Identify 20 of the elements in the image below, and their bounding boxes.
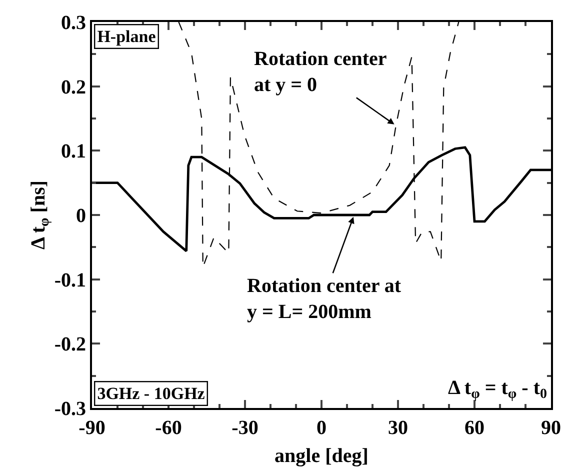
y-tick-label: 0	[76, 205, 86, 227]
x-tick-label: 60	[464, 417, 484, 439]
annotation: Δ t$_{φ}$ = t$_{φ}$ - t$_{0}$	[448, 377, 547, 402]
x-tick-label: -90	[78, 417, 106, 439]
x-axis-title: angle [deg]	[274, 445, 368, 467]
x-tick-label: -30	[232, 417, 258, 439]
x-tick-label: -60	[155, 417, 182, 439]
y-tick-label: 0.1	[61, 140, 86, 163]
y-tick-label: -0.3	[54, 398, 86, 420]
annotation: Rotation center at y = L= 200mm	[247, 275, 402, 323]
x-tick-label: 30	[388, 417, 408, 439]
annotation: H-plane	[97, 27, 156, 46]
x-tick-label: 0	[316, 417, 326, 439]
annotation: Rotation center at y = 0	[254, 48, 387, 96]
x-tick-label: 90	[541, 417, 561, 439]
y-tick-label: -0.2	[54, 334, 86, 356]
annotation: 3GHz - 10GHz	[97, 384, 206, 404]
y-tick-label: 0.3	[61, 12, 86, 34]
y-tick-label: 0.2	[61, 76, 86, 98]
y-tick-label: -0.1	[54, 269, 86, 292]
